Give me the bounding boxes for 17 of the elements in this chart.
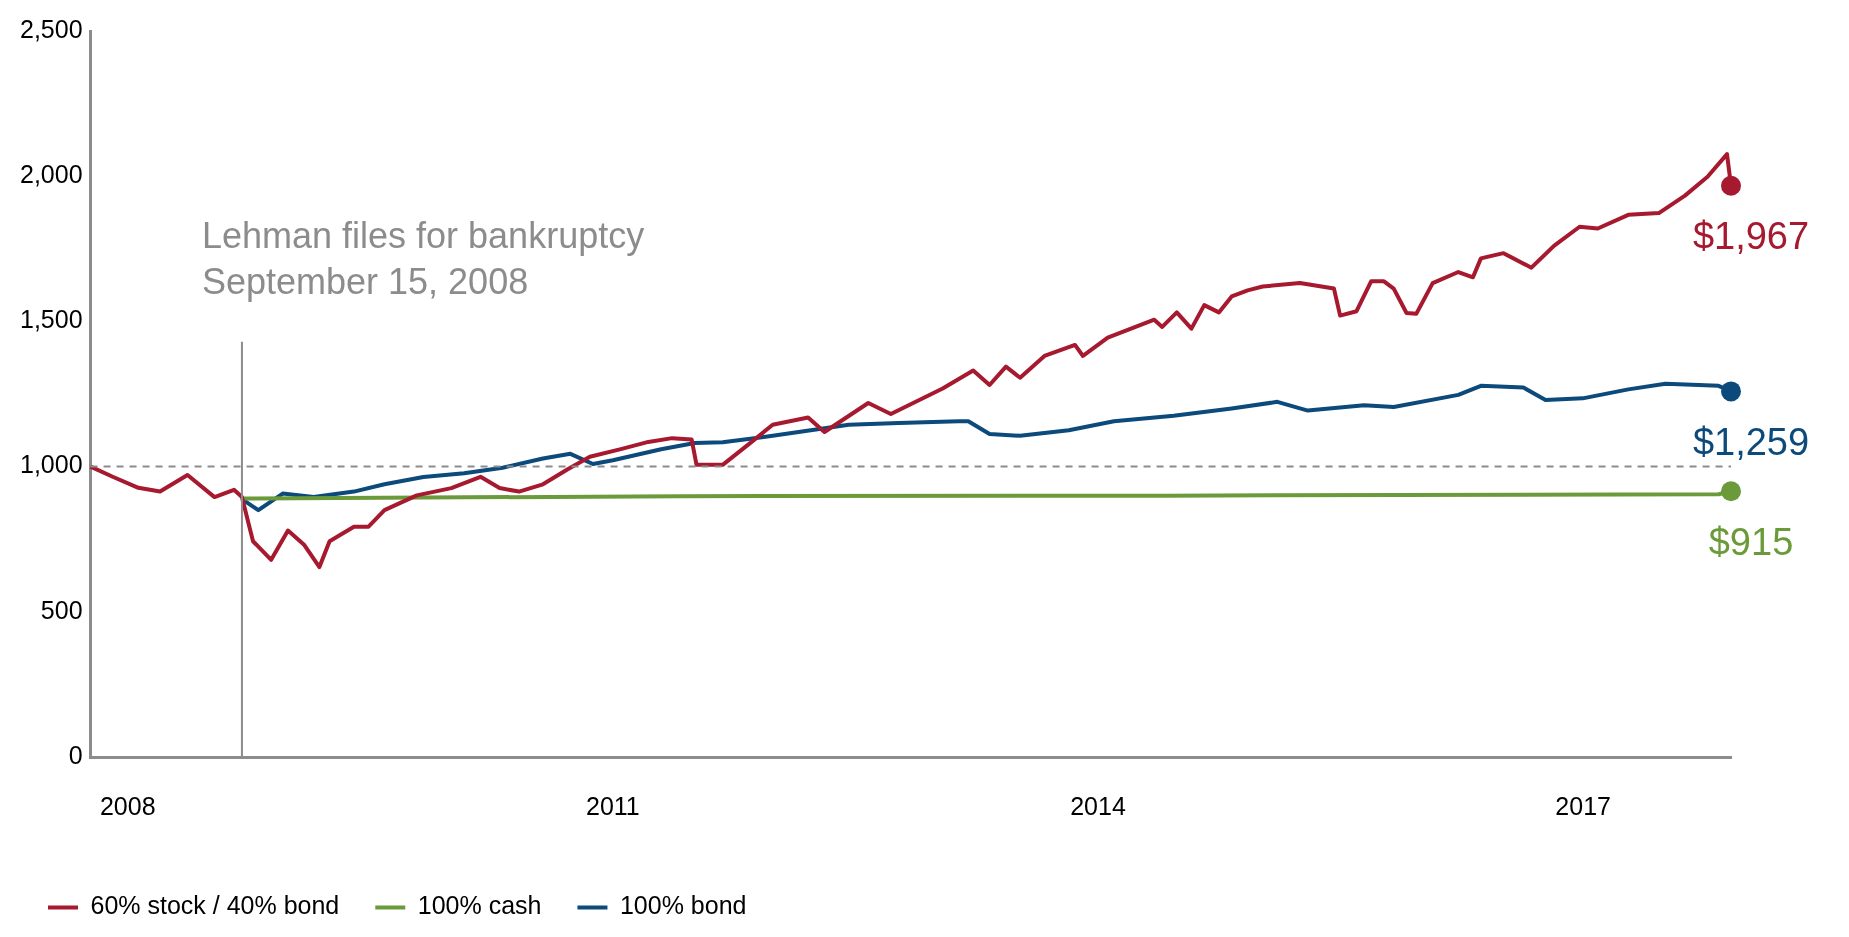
y-tick-label: 1,000 (20, 450, 83, 479)
legend-label: 100% bond (619, 891, 747, 920)
ref-line-label: Lehman files for bankruptcy September 15, 2008 (201, 214, 645, 302)
y-tick-label: 500 (40, 595, 83, 624)
legend-label: 100% cash (417, 891, 542, 920)
x-tick-label: 2014 (1070, 791, 1126, 820)
y-tick-label: 2,000 (20, 160, 83, 189)
data-label: $1,967 (1692, 215, 1810, 258)
x-tick-label: 2008 (99, 791, 156, 820)
data-label: $915 (1708, 520, 1794, 563)
legend-label: 60% stock / 40% bond (90, 891, 340, 920)
y-tick-label: 0 (68, 740, 83, 769)
data-label: $1,259 (1692, 420, 1810, 463)
x-tick-label: 2017 (1555, 791, 1611, 820)
x-tick-label: 2011 (586, 791, 640, 820)
y-tick-label: 1,500 (20, 305, 83, 334)
y-tick-label: 2,500 (20, 14, 83, 43)
